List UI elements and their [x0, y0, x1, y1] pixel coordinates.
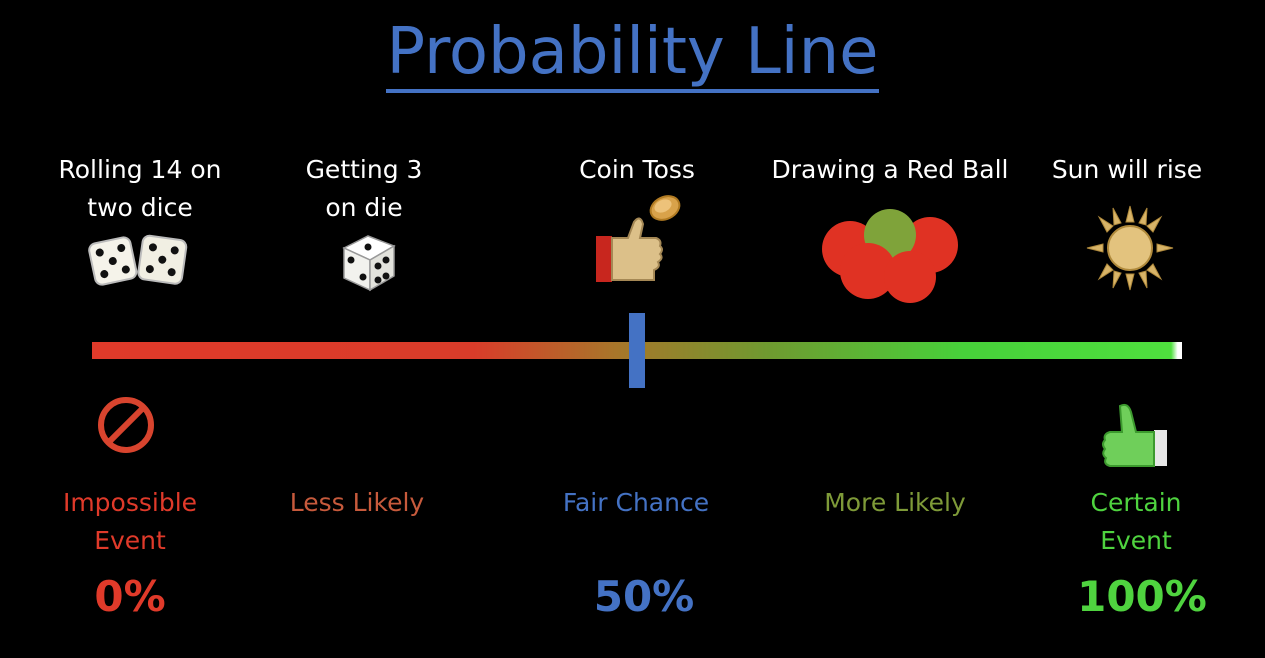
thumbs-up-icon: [1102, 403, 1167, 467]
event-sun-rise: Sun will rise: [1027, 151, 1227, 189]
event-coin-toss: Coin Toss: [537, 151, 737, 189]
page-title: Probability Line: [0, 8, 1265, 96]
percent-50: 50%: [593, 572, 695, 621]
two-dice-icon: [88, 234, 188, 286]
percent-0: 0%: [94, 572, 166, 621]
coin-toss-thumb-icon: [596, 195, 681, 282]
label-line: Impossible: [62, 488, 198, 517]
prohibited-icon: [98, 397, 154, 453]
event-rolling-14: Rolling 14 on two dice: [40, 151, 240, 227]
label-fair-chance: Fair Chance: [531, 484, 741, 522]
event-getting-3: Getting 3 on die: [264, 151, 464, 227]
label-line: Less Likely: [289, 488, 425, 517]
label-certain-event: Certain Event: [1041, 484, 1231, 560]
label-less-likely: Less Likely: [262, 484, 452, 522]
event-line: Rolling 14 on: [58, 155, 222, 184]
fair-chance-marker: [629, 313, 645, 388]
label-line: Fair Chance: [562, 488, 710, 517]
percent-100: 100%: [1077, 572, 1207, 621]
label-more-likely: More Likely: [790, 484, 1000, 522]
event-line: Coin Toss: [579, 155, 695, 184]
event-line: two dice: [87, 193, 193, 222]
label-line: Event: [1100, 526, 1172, 555]
event-line: Sun will rise: [1051, 155, 1203, 184]
event-line: on die: [325, 193, 403, 222]
balls-icon: [822, 209, 958, 303]
sun-icon: [1086, 205, 1174, 291]
label-line: Certain: [1090, 488, 1182, 517]
label-line: Event: [94, 526, 166, 555]
event-line: Getting 3: [305, 155, 423, 184]
die-icon: [342, 235, 396, 292]
label-impossible-event: Impossible Event: [35, 484, 225, 560]
label-line: More Likely: [824, 488, 966, 517]
event-line: Drawing a Red Ball: [771, 155, 1009, 184]
event-red-ball: Drawing a Red Ball: [755, 151, 1025, 189]
